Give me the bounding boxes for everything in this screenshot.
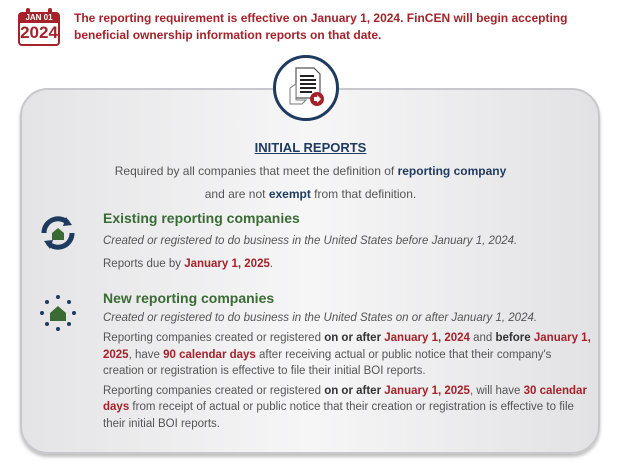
page-title: INITIAL REPORTS xyxy=(254,140,367,155)
new-building-icon xyxy=(38,293,78,333)
header-text: The reporting requirement is effective o… xyxy=(74,11,568,42)
refresh-building-icon xyxy=(38,213,78,253)
calendar-icon: JAN 01 2024 xyxy=(18,8,60,46)
new-companies-para-2: Reporting companies created or registere… xyxy=(103,384,587,430)
initial-reports-card xyxy=(20,88,600,454)
existing-companies-section: Existing reporting companies Created or … xyxy=(103,210,518,270)
new-companies-para-1: Reporting companies created or registere… xyxy=(103,332,591,377)
new-companies-section: New reporting companies Created or regis… xyxy=(103,290,593,432)
header-banner: JAN 01 2024 The reporting requirement is… xyxy=(18,8,567,46)
subtitle: Required by all companies that meet the … xyxy=(114,164,507,201)
document-submit-icon xyxy=(273,55,339,121)
